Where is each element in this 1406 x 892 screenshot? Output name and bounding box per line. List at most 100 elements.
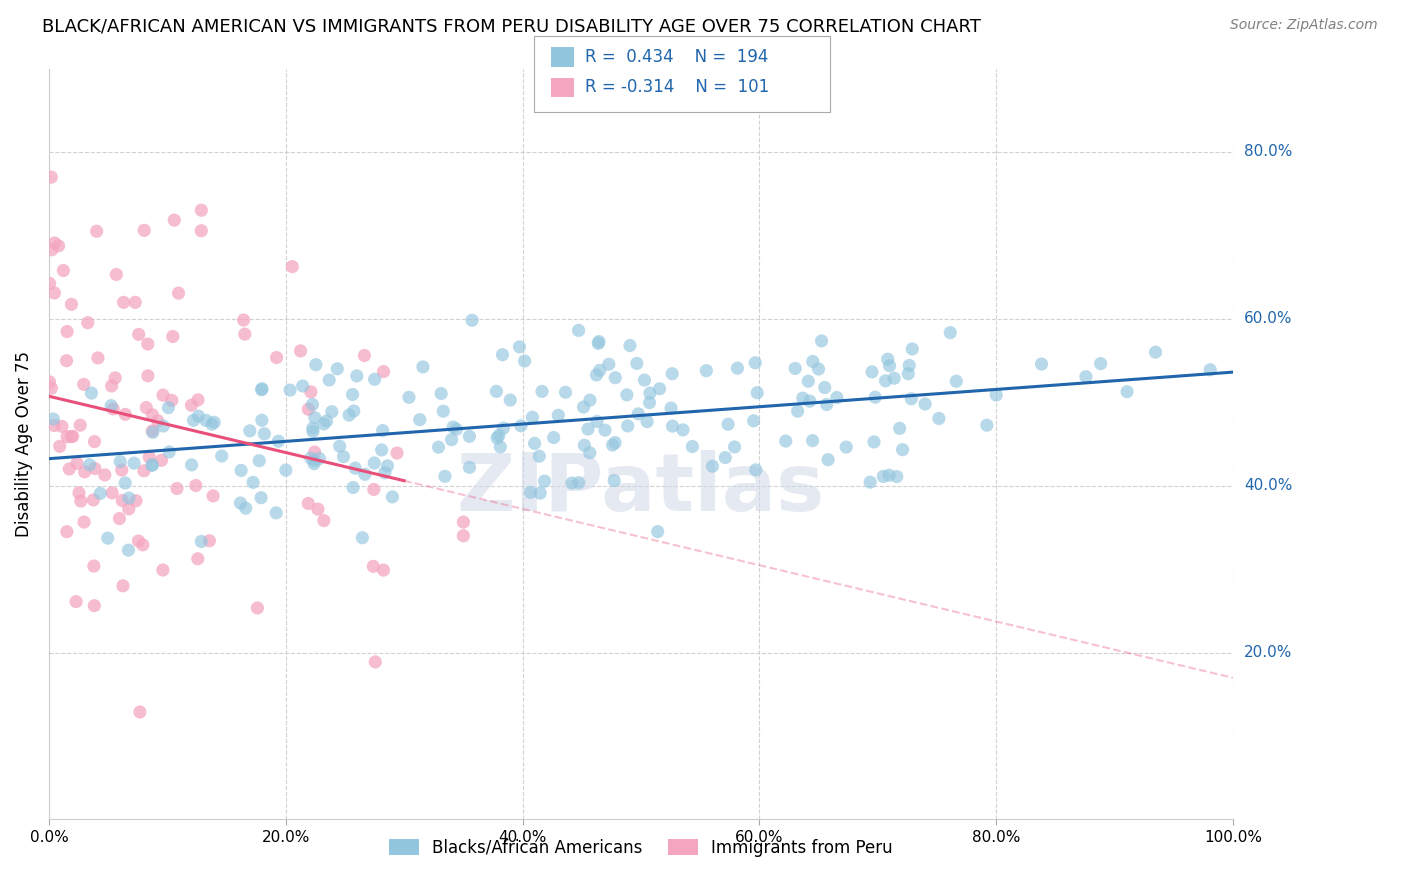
Point: [491, 348, 513, 362]
Point: [44, 285, 66, 300]
Text: 40.0%: 40.0%: [1244, 478, 1292, 493]
Point: [603, 474, 626, 488]
Point: [489, 440, 512, 454]
Point: [533, 474, 555, 488]
Point: [69, 418, 91, 433]
Point: [593, 423, 616, 437]
Point: [141, 458, 163, 472]
Point: [616, 418, 638, 433]
Point: [409, 413, 432, 427]
Point: [127, 533, 149, 548]
Point: [44, 235, 66, 250]
Point: [886, 469, 908, 483]
Point: [114, 408, 136, 422]
Point: [346, 368, 368, 383]
Point: [299, 384, 322, 399]
Point: [363, 483, 385, 497]
Point: [815, 397, 838, 411]
Point: [626, 356, 648, 370]
Point: [302, 457, 325, 471]
Point: [299, 451, 322, 466]
Point: [229, 496, 252, 510]
Point: [100, 379, 122, 393]
Point: [576, 422, 599, 436]
Point: [928, 411, 950, 425]
Point: [354, 467, 377, 482]
Point: [578, 446, 600, 460]
Point: [69, 494, 91, 508]
Point: [742, 414, 765, 428]
Point: [872, 469, 894, 483]
Point: [114, 475, 136, 490]
Point: [83, 599, 105, 613]
Point: [513, 354, 536, 368]
Point: [1116, 384, 1139, 399]
Point: [190, 203, 212, 218]
Point: [82, 493, 104, 508]
Point: [201, 417, 224, 432]
Point: [648, 382, 671, 396]
Point: [492, 421, 515, 435]
Point: [547, 409, 569, 423]
Point: [302, 425, 325, 439]
Point: [342, 387, 364, 401]
Point: [274, 463, 297, 477]
Point: [60, 429, 83, 443]
Point: [291, 379, 314, 393]
Point: [195, 413, 218, 427]
Point: [73, 465, 96, 479]
Point: [89, 486, 111, 500]
Point: [370, 442, 392, 457]
Point: [860, 365, 883, 379]
Point: [647, 524, 669, 539]
Point: [433, 469, 456, 483]
Point: [67, 486, 90, 500]
Point: [162, 329, 184, 343]
Point: [889, 421, 911, 435]
Point: [146, 414, 169, 428]
Point: [337, 408, 360, 422]
Point: [247, 453, 270, 467]
Point: [136, 368, 159, 383]
Point: [132, 464, 155, 478]
Point: [278, 383, 301, 397]
Point: [233, 327, 256, 342]
Point: [239, 424, 262, 438]
Point: [879, 359, 901, 373]
Point: [48, 239, 70, 253]
Point: [499, 392, 522, 407]
Point: [835, 440, 858, 454]
Point: [111, 463, 134, 477]
Point: [229, 463, 252, 477]
Point: [627, 407, 650, 421]
Point: [141, 458, 163, 472]
Point: [453, 515, 475, 529]
Point: [167, 286, 190, 301]
Point: [792, 391, 814, 405]
Point: [66, 456, 89, 470]
Point: [125, 493, 148, 508]
Point: [602, 438, 624, 452]
Point: [363, 372, 385, 386]
Point: [39, 170, 62, 185]
Point: [717, 417, 740, 432]
Point: [73, 515, 96, 529]
Point: [574, 438, 596, 452]
Point: [304, 445, 326, 459]
Point: [166, 482, 188, 496]
Point: [714, 450, 737, 465]
Point: [875, 374, 897, 388]
Text: 60.0%: 60.0%: [1244, 311, 1292, 326]
Point: [659, 401, 682, 416]
Point: [598, 357, 620, 371]
Point: [122, 456, 145, 470]
Point: [312, 417, 335, 431]
Point: [863, 390, 886, 404]
Point: [301, 421, 323, 435]
Point: [586, 415, 609, 429]
Point: [723, 440, 745, 454]
Point: [1031, 357, 1053, 371]
Point: [187, 551, 209, 566]
Point: [530, 384, 553, 399]
Point: [302, 453, 325, 467]
